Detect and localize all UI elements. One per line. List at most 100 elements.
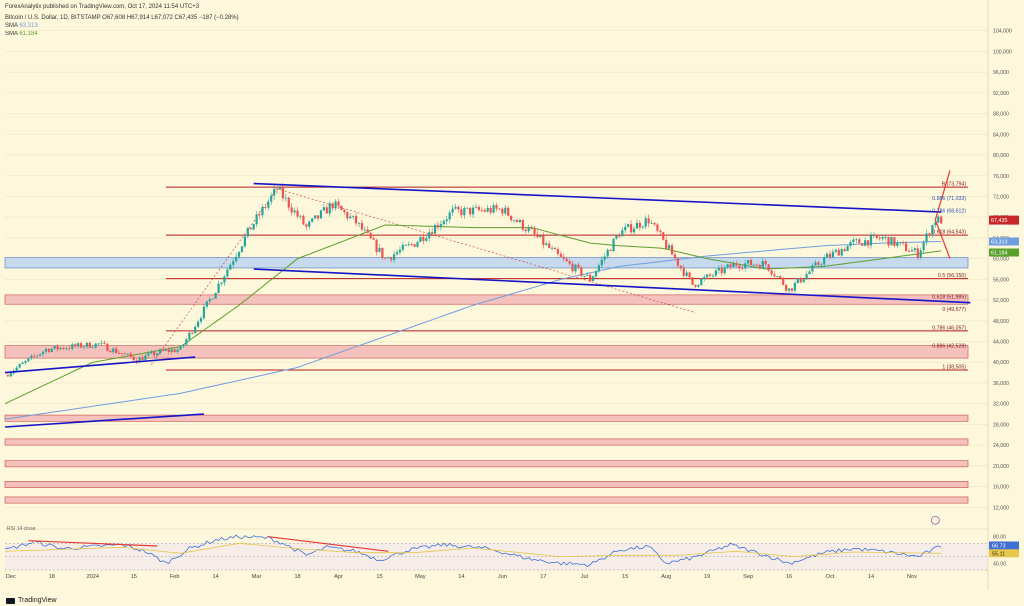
candle-body[interactable] [542, 235, 545, 245]
candle-body[interactable] [498, 208, 501, 210]
candle-body[interactable] [255, 214, 258, 225]
candle-body[interactable] [395, 252, 399, 255]
candle-body[interactable] [275, 188, 279, 190]
candle-body[interactable] [834, 249, 837, 252]
candle-body[interactable] [820, 264, 823, 266]
candle-body[interactable] [205, 301, 208, 307]
candle-body[interactable] [518, 219, 522, 223]
candle-body[interactable] [85, 342, 89, 347]
candle-body[interactable] [115, 348, 118, 353]
candle-body[interactable] [682, 267, 685, 276]
candle-body[interactable] [676, 258, 679, 266]
candle-body[interactable] [940, 216, 943, 224]
candle-body[interactable] [755, 264, 758, 266]
sma-fast-legend[interactable]: SMA 63,313 [5, 22, 38, 30]
candle-body[interactable] [904, 243, 908, 252]
candle-body[interactable] [720, 267, 723, 274]
candle-body[interactable] [208, 299, 211, 302]
candle-body[interactable] [299, 215, 302, 217]
candle-body[interactable] [249, 227, 252, 230]
candle-body[interactable] [913, 248, 916, 251]
candle-body[interactable] [708, 274, 712, 276]
candle-body[interactable] [548, 243, 551, 248]
candle-body[interactable] [556, 249, 560, 254]
candle-body[interactable] [410, 244, 413, 245]
candle-body[interactable] [199, 318, 203, 322]
candle-body[interactable] [875, 235, 878, 238]
candle-body[interactable] [600, 259, 603, 266]
candle-body[interactable] [679, 265, 682, 268]
candle-body[interactable] [910, 250, 914, 252]
candle-body[interactable] [758, 265, 761, 269]
red-zone[interactable] [4, 496, 969, 504]
candle-body[interactable] [474, 206, 478, 208]
candle-body[interactable] [515, 220, 519, 223]
candle-body[interactable] [855, 239, 858, 241]
candle-body[interactable] [375, 239, 378, 252]
candle-body[interactable] [305, 224, 308, 227]
candle-body[interactable] [144, 355, 147, 361]
candle-body[interactable] [18, 364, 21, 368]
candle-body[interactable] [398, 249, 402, 253]
candle-body[interactable] [126, 353, 129, 355]
candle-body[interactable] [214, 293, 217, 299]
candle-body[interactable] [629, 224, 633, 233]
sma-fast-tag[interactable] [989, 248, 1019, 257]
candle-body[interactable] [21, 362, 24, 365]
candle-body[interactable] [796, 278, 799, 283]
candle-body[interactable] [849, 242, 852, 246]
candle-body[interactable] [589, 274, 592, 282]
candle-body[interactable] [167, 349, 170, 353]
candle-body[interactable] [419, 236, 422, 243]
candle-body[interactable] [334, 201, 337, 209]
candle-body[interactable] [858, 239, 861, 244]
sma-slow-legend[interactable]: SMA 61,184 [5, 30, 38, 38]
candle-body[interactable] [170, 349, 173, 353]
candle-body[interactable] [536, 234, 539, 238]
candle-body[interactable] [6, 375, 10, 377]
candle-body[interactable] [33, 355, 36, 357]
candle-body[interactable] [893, 237, 896, 246]
candle-body[interactable] [840, 249, 843, 256]
candle-body[interactable] [331, 203, 334, 209]
candle-body[interactable] [457, 206, 460, 210]
candle-body[interactable] [150, 351, 153, 354]
candle-body[interactable] [469, 207, 472, 215]
candle-body[interactable] [480, 209, 483, 211]
candle-body[interactable] [433, 224, 437, 234]
candle-body[interactable] [612, 238, 615, 252]
candle-body[interactable] [322, 207, 325, 211]
candle-body[interactable] [56, 345, 59, 350]
candle-body[interactable] [258, 214, 261, 216]
candle-body[interactable] [814, 262, 817, 266]
candle-body[interactable] [97, 343, 100, 345]
candle-body[interactable] [36, 355, 39, 357]
candle-body[interactable] [688, 272, 691, 278]
candle-body[interactable] [717, 267, 720, 271]
candle-body[interactable] [246, 227, 249, 237]
candle-body[interactable] [164, 349, 168, 351]
candle-body[interactable] [147, 353, 150, 356]
candle-body[interactable] [787, 288, 791, 291]
candle-body[interactable] [662, 232, 665, 240]
candle-body[interactable] [752, 264, 756, 266]
candle-body[interactable] [591, 276, 595, 282]
candle-body[interactable] [185, 339, 188, 345]
candle-body[interactable] [934, 222, 937, 226]
candle-body[interactable] [287, 197, 290, 208]
candle-body[interactable] [176, 349, 179, 353]
candle-body[interactable] [454, 206, 457, 209]
candle-body[interactable] [372, 238, 375, 240]
candle-body[interactable] [39, 354, 42, 356]
candle-body[interactable] [738, 265, 741, 269]
candle-body[interactable] [922, 242, 925, 251]
candle-body[interactable] [27, 358, 30, 362]
candle-body[interactable] [878, 237, 881, 239]
sma-slow-tag[interactable] [989, 237, 1019, 246]
candle-body[interactable] [413, 244, 416, 247]
candle-body[interactable] [495, 205, 498, 209]
candle-body[interactable] [431, 232, 434, 234]
candle-body[interactable] [123, 353, 127, 355]
candle-body[interactable] [59, 347, 62, 350]
candle-body[interactable] [869, 235, 873, 246]
